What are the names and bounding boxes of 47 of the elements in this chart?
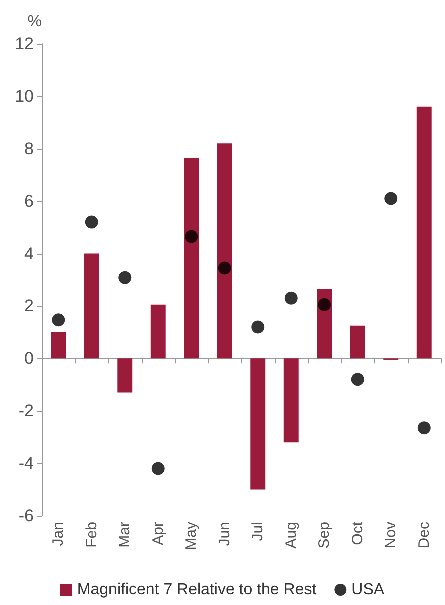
- x-tick-label: Nov: [382, 522, 400, 549]
- x-tick-label: Jul: [250, 522, 267, 542]
- bar: [84, 254, 100, 359]
- point: [418, 422, 431, 435]
- x-tick-label: May: [183, 522, 200, 550]
- y-tick-label: 2: [24, 296, 34, 316]
- bar: [51, 332, 66, 359]
- y-tick-label: 6: [24, 192, 34, 211]
- point: [52, 314, 66, 327]
- x-tick-label: Apr: [150, 522, 167, 546]
- x-tick-label: Jan: [50, 522, 68, 546]
- point: [318, 298, 332, 312]
- y-tick-label: 4: [24, 244, 34, 264]
- point: [384, 192, 398, 206]
- point: [252, 320, 265, 334]
- y-tick-label: -2: [18, 402, 34, 421]
- bar: [350, 326, 366, 359]
- y-tick-label: -4: [18, 454, 34, 474]
- point: [118, 271, 132, 284]
- y-axis-title: %: [28, 14, 42, 30]
- bar: [250, 358, 266, 490]
- x-tick-label: Mar: [116, 522, 134, 548]
- x-tick-label: Sep: [316, 522, 334, 549]
- bar: [217, 144, 232, 359]
- point: [152, 462, 165, 476]
- y-tick-label: -6: [18, 506, 34, 526]
- legend-label: Magnificent 7 Relative to the Rest: [77, 582, 318, 598]
- point: [218, 262, 232, 275]
- y-tick-label: 10: [15, 86, 34, 106]
- y-tick-label: 12: [15, 34, 34, 54]
- bar: [416, 106, 432, 359]
- x-tick-label: Aug: [282, 522, 300, 549]
- legend-label: USA: [352, 582, 385, 598]
- bar: [284, 358, 299, 443]
- point: [284, 292, 298, 305]
- point: [85, 216, 98, 229]
- bar: [150, 304, 166, 359]
- y-tick-label: 0: [24, 349, 34, 368]
- bar: [118, 358, 133, 393]
- bar: [184, 158, 200, 359]
- x-tick-label: Oct: [349, 521, 366, 546]
- x-tick-label: Dec: [416, 522, 433, 549]
- x-tick-label: Feb: [83, 522, 100, 548]
- point: [185, 230, 198, 244]
- point: [351, 373, 364, 386]
- y-tick-label: 8: [24, 139, 34, 158]
- x-tick-label: Jun: [216, 522, 234, 546]
